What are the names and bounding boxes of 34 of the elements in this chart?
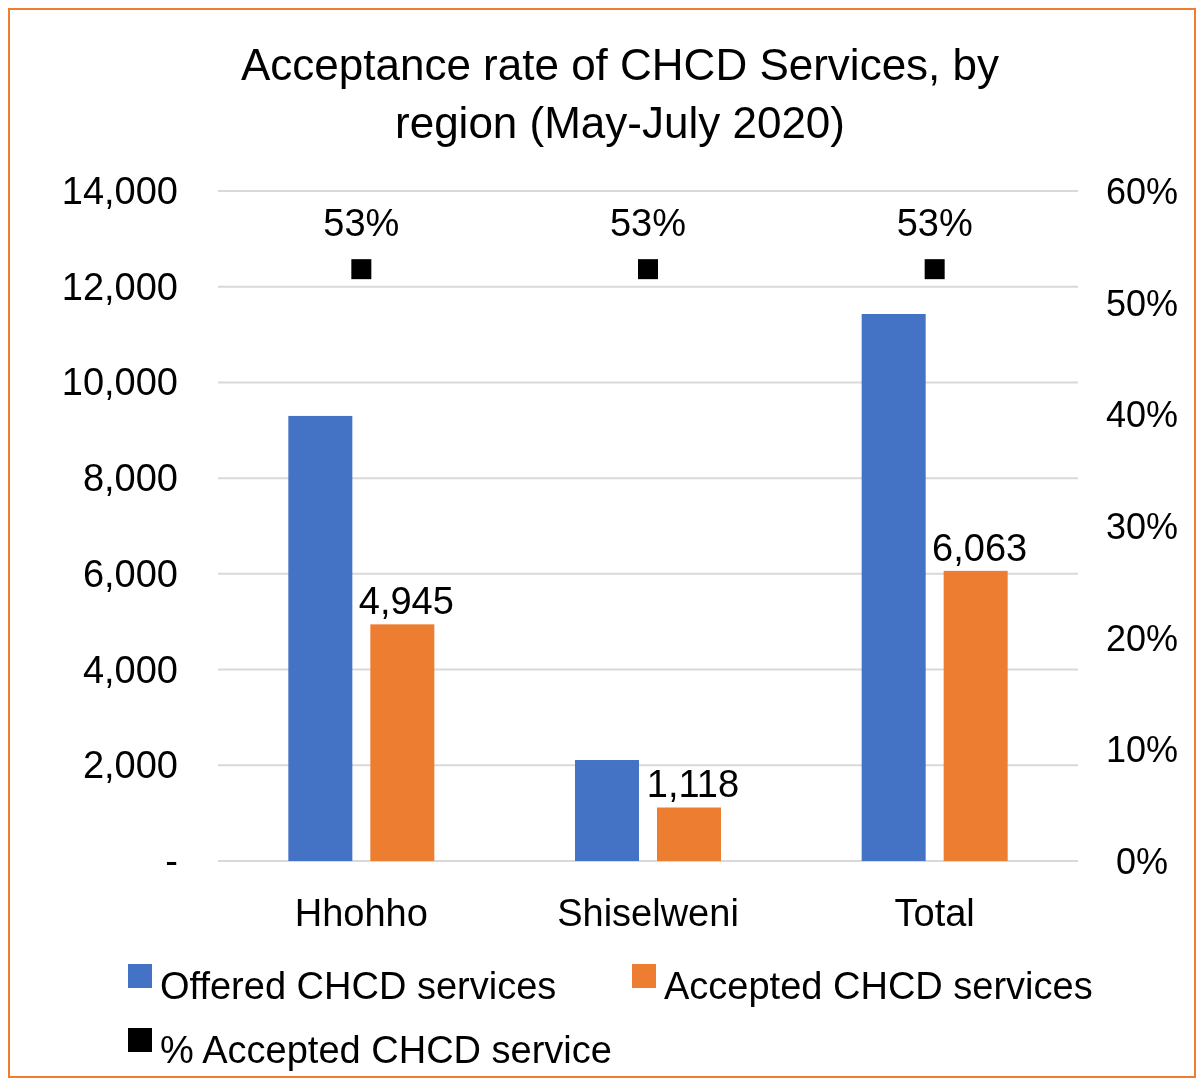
y2-tick-label: 10%: [1105, 729, 1179, 771]
data-label: 53%: [323, 202, 400, 245]
bar: [575, 760, 639, 861]
data-label: 53%: [609, 202, 687, 245]
y-tick-label: 8,000: [82, 457, 178, 500]
y2-tick-label: 40%: [1105, 394, 1179, 436]
y-tick-label: 12,000: [61, 265, 178, 308]
bar: [657, 807, 721, 861]
legend-label: Accepted CHCD services: [664, 965, 1093, 1007]
x-tick-label: Hhohho: [294, 892, 428, 934]
x-tick-label: Total: [894, 892, 975, 934]
y-tick-label: -: [165, 840, 178, 882]
data-label: 53%: [896, 202, 973, 245]
y2-tick-label: 60%: [1105, 171, 1179, 212]
y-tick-label: 6,000: [82, 552, 178, 595]
y2-tick-label: 30%: [1105, 506, 1179, 547]
y2-tick-label: 20%: [1105, 617, 1179, 659]
chart-title: Acceptance rate of CHCD Services, by region (May-July 2020): [240, 40, 1000, 147]
x-tick-label: Shiselweni: [557, 892, 739, 934]
bar: [861, 313, 926, 861]
y-tick-label: 4,000: [82, 648, 178, 691]
y-tick-label: 2,000: [82, 744, 178, 787]
data-label: 4,945: [358, 580, 454, 623]
legend-label: % Accepted CHCD service: [160, 1029, 612, 1071]
data-label: 1,118: [646, 763, 740, 806]
bar: [370, 624, 435, 861]
data-label: 6,063: [932, 526, 1028, 569]
y-tick-label: 14,000: [61, 170, 178, 212]
legend-label: Offered CHCD services: [160, 965, 557, 1007]
y-tick-label: 10,000: [61, 361, 178, 404]
y2-tick-label: 50%: [1105, 282, 1179, 324]
bar: [943, 570, 1008, 861]
bar: [288, 415, 353, 861]
y2-tick-label: 0%: [1115, 841, 1169, 882]
